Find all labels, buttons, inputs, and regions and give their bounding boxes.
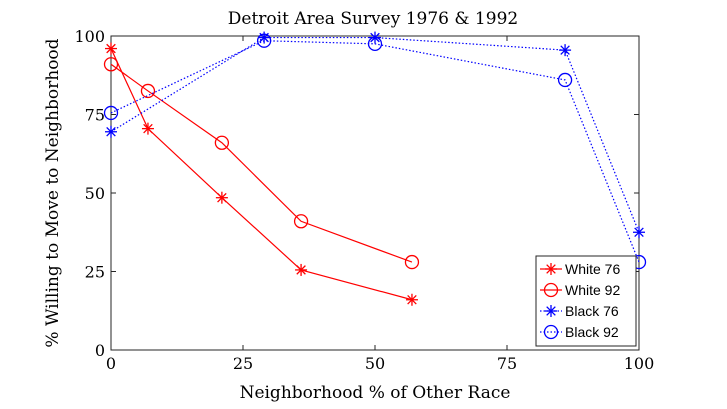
x-tick-label: 75 bbox=[497, 354, 517, 373]
data-point-black-76 bbox=[105, 125, 117, 138]
data-point-white-92 bbox=[140, 83, 156, 99]
x-axis-label: Neighborhood % of Other Race bbox=[240, 383, 511, 403]
y-axis: 0 25 50 75 100 bbox=[74, 27, 639, 360]
legend-marker-star bbox=[545, 263, 557, 275]
data-point-white-76 bbox=[295, 263, 308, 276]
series-line-white-92 bbox=[110, 63, 413, 263]
legend-item-white-92: White 92 bbox=[540, 282, 620, 298]
y-tick-label: 50 bbox=[85, 184, 105, 203]
data-point-white-76 bbox=[105, 42, 117, 55]
y-tick-label: 0 bbox=[95, 341, 105, 360]
series-layer bbox=[103, 31, 647, 306]
data-point-black-92 bbox=[557, 72, 573, 88]
legend: White 76 White 92 Black 76 Black 92 bbox=[535, 255, 637, 347]
data-point-black-76 bbox=[258, 31, 271, 44]
series-line-black-92 bbox=[110, 40, 640, 263]
series-white-76 bbox=[105, 42, 418, 306]
y-axis-label: % Willing to Move to Neighborhood bbox=[43, 38, 63, 347]
data-point-black-92 bbox=[256, 33, 272, 48]
legend-item-black-92: Black 92 bbox=[540, 324, 619, 340]
legend-marker-circle bbox=[543, 282, 559, 298]
legend-item-black-76: Black 76 bbox=[540, 303, 619, 319]
y-tick-label: 25 bbox=[85, 263, 105, 282]
x-tick-label: 50 bbox=[365, 354, 385, 373]
y-tick-label: 100 bbox=[74, 27, 105, 46]
data-point-black-76 bbox=[559, 44, 572, 57]
data-point-black-92 bbox=[367, 36, 383, 51]
data-point-white-92 bbox=[214, 135, 230, 150]
legend-item-white-76: White 76 bbox=[540, 261, 620, 277]
x-tick-label: 25 bbox=[233, 354, 253, 373]
data-point-black-76 bbox=[633, 226, 645, 239]
chart-title: Detroit Area Survey 1976 & 1992 bbox=[228, 9, 518, 29]
x-axis: 0 25 50 75 100 bbox=[106, 36, 654, 373]
legend-label: White 92 bbox=[565, 282, 620, 298]
legend-label: White 76 bbox=[565, 261, 620, 277]
data-point-white-76 bbox=[405, 293, 418, 306]
x-tick-label: 0 bbox=[106, 354, 116, 373]
series-black-76 bbox=[105, 31, 645, 239]
data-point-white-92 bbox=[293, 214, 309, 229]
series-black-92 bbox=[103, 33, 647, 270]
data-point-black-92 bbox=[103, 105, 119, 121]
legend-label: Black 92 bbox=[565, 324, 619, 340]
data-point-white-92 bbox=[404, 254, 420, 270]
data-point-white-92 bbox=[103, 57, 119, 72]
data-point-white-76 bbox=[215, 191, 228, 204]
series-line-white-76 bbox=[110, 48, 413, 301]
y-tick-label: 75 bbox=[85, 106, 105, 125]
x-tick-label: 100 bbox=[624, 354, 655, 373]
series-white-92 bbox=[103, 57, 420, 270]
series-line-black-76 bbox=[110, 36, 640, 233]
data-point-white-76 bbox=[141, 122, 154, 135]
legend-marker-circle bbox=[543, 324, 559, 340]
legend-label: Black 76 bbox=[565, 303, 619, 319]
legend-marker-star bbox=[545, 305, 557, 317]
